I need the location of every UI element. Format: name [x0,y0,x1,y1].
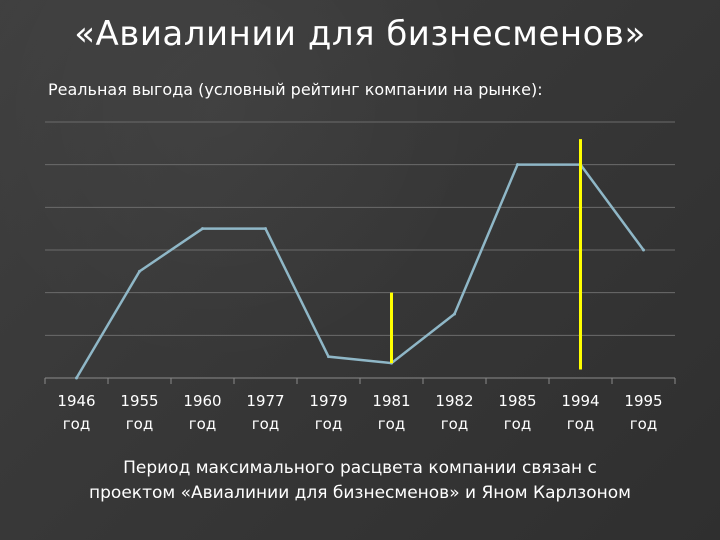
x-tick-label-unit: год [63,415,90,433]
x-tick-label-year: 1995 [624,392,662,410]
x-tick-label-unit: год [315,415,342,433]
data-point [75,376,78,380]
data-point [453,312,456,316]
x-tick-label-year: 1977 [246,392,284,410]
x-tick-label-unit: год [126,415,153,433]
x-tick-label-year: 1981 [372,392,410,410]
slide-title: «Авиалинии для бизнесменов» [74,14,646,54]
data-point [138,269,141,273]
series-line [75,163,645,379]
data-point [201,227,204,231]
x-tick-label-unit: год [567,415,594,433]
footer-line-2: проектом «Авиалинии для бизнесменов» и Я… [89,483,631,503]
x-tick-label-year: 1982 [435,392,473,410]
footer-note: Период максимального расцвета компании с… [0,456,720,506]
footer-line-1: Период максимального расцвета компании с… [123,458,597,478]
data-point [327,355,330,359]
x-tick-label-unit: год [630,415,657,433]
x-tick-label-year: 1994 [561,392,599,410]
x-tick-label-unit: год [441,415,468,433]
x-tick-label-unit: год [504,415,531,433]
data-point [516,163,519,167]
chart-subtitle: Реальная выгода (условный рейтинг компан… [48,80,543,99]
x-tick-label-year: 1979 [309,392,347,410]
x-tick-label-year: 1946 [57,392,95,410]
data-point [264,227,267,231]
x-tick-label-unit: год [252,415,279,433]
x-tick-label-unit: год [189,415,216,433]
x-tick-label-year: 1955 [120,392,158,410]
x-tick-label-year: 1960 [183,392,221,410]
x-tick-label-year: 1985 [498,392,536,410]
data-point [642,248,645,252]
x-tick-label-unit: год [378,415,405,433]
